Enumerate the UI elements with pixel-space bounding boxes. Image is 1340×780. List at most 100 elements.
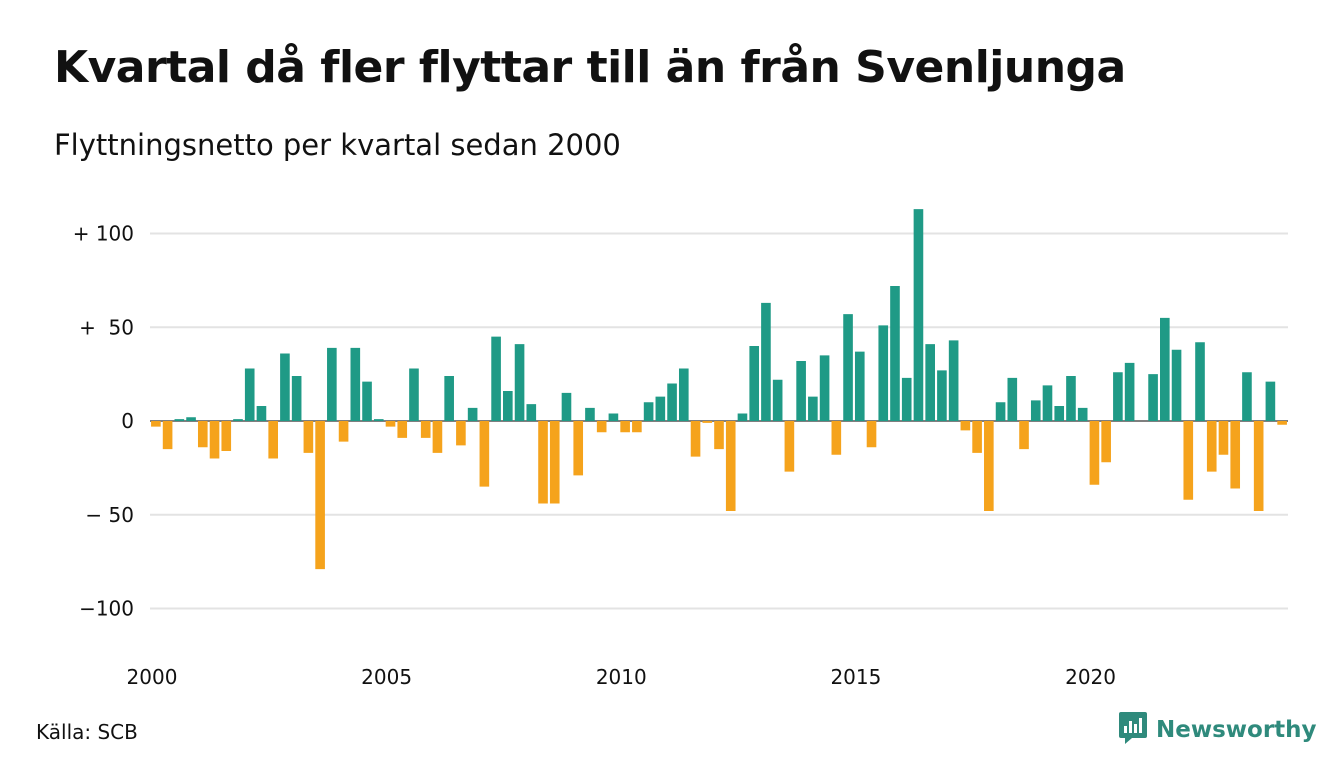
bar-2022-k3 xyxy=(1206,421,1217,472)
bar-2004-k1 xyxy=(338,421,349,442)
brand-name: Newsworthy xyxy=(1156,717,1317,743)
bar-2016-k3 xyxy=(925,344,935,422)
bar-2008-k1 xyxy=(526,404,537,422)
y-tick-label: + 50 xyxy=(79,315,134,339)
bar-2018-k2 xyxy=(1007,377,1018,422)
bar-2023-k4 xyxy=(1265,381,1276,422)
bar-2017-k2 xyxy=(960,421,971,431)
bar-2002-k3 xyxy=(268,421,278,459)
y-tick-label: 0 xyxy=(121,409,134,433)
bar-2014-k4 xyxy=(843,314,853,422)
y-axis-ticks: + 100 + 50 0 − 50 −100 xyxy=(73,222,134,621)
bar-2019-k2 xyxy=(1054,406,1065,421)
bar-2021-k2 xyxy=(1148,374,1158,422)
x-tick-label: 2005 xyxy=(361,665,412,689)
x-tick-label: 2000 xyxy=(127,665,178,689)
bar-2007-k3 xyxy=(503,391,513,421)
bar-2008-k4 xyxy=(561,392,572,422)
source-note: Källa: SCB xyxy=(36,720,138,744)
bar-2001-k4 xyxy=(233,419,243,422)
bar-2012-k1 xyxy=(714,421,724,450)
bar-2010-k3 xyxy=(643,402,654,421)
bar-2011-k2 xyxy=(678,368,689,421)
bar-2010-k4 xyxy=(655,396,666,422)
bar-2022-k2 xyxy=(1195,342,1205,421)
bar-2022-k1 xyxy=(1183,421,1194,500)
bar-2012-k3 xyxy=(737,413,748,421)
bar-2007-k1 xyxy=(479,421,490,487)
bar-2006-k4 xyxy=(467,407,478,422)
bar-2015-k4 xyxy=(890,286,900,421)
bar-2013-k1 xyxy=(761,302,771,422)
bar-2012-k2 xyxy=(725,421,736,511)
brand-logo[interactable]: Newsworthy xyxy=(1118,712,1317,748)
bar-2017-k4 xyxy=(984,421,994,511)
bar-2010-k2 xyxy=(632,421,642,433)
chart-title: Kvartal då fler flyttar till än från Sve… xyxy=(54,42,1126,93)
bar-2012-k4 xyxy=(749,346,760,421)
bar-2011-k1 xyxy=(667,383,677,421)
y-tick-label: + 100 xyxy=(73,222,134,246)
bar-2000-k3 xyxy=(174,419,185,422)
bar-2005-k1 xyxy=(385,421,396,427)
x-tick-label: 2015 xyxy=(830,665,881,689)
bar-2023-k2 xyxy=(1242,372,1252,421)
bar-2018-k1 xyxy=(995,402,1006,421)
bar-2018-k4 xyxy=(1030,400,1041,422)
bar-2000-k4 xyxy=(186,417,196,421)
bar-2014-k2 xyxy=(819,355,830,422)
bar-2016-k4 xyxy=(937,370,947,422)
bar-2004-k3 xyxy=(362,381,372,422)
bar-2015-k3 xyxy=(878,325,889,422)
bar-2021-k3 xyxy=(1160,317,1170,422)
chart-subtitle: Flyttningsnetto per kvartal sedan 2000 xyxy=(54,128,621,162)
bar-2010-k1 xyxy=(620,421,630,433)
bar-2023-k1 xyxy=(1230,421,1241,489)
bar-2001-k3 xyxy=(221,421,232,451)
bar-2000-k2 xyxy=(162,421,173,450)
bar-2006-k1 xyxy=(432,421,443,453)
bar-2009-k3 xyxy=(596,421,607,433)
bar-2004-k2 xyxy=(350,347,361,422)
bar-2022-k4 xyxy=(1218,421,1229,455)
bar-2003-k1 xyxy=(291,376,302,421)
bar-2015-k1 xyxy=(854,351,865,422)
bar-2017-k3 xyxy=(972,421,982,453)
bar-2007-k2 xyxy=(491,336,501,422)
bar-2003-k4 xyxy=(327,347,337,422)
bar-2018-k3 xyxy=(1019,421,1029,450)
bar-chart: + 100 + 50 0 − 50 −100 2000 2005 2010 2015 2020 xyxy=(73,209,1288,689)
bar-2016-k2 xyxy=(913,209,924,422)
x-tick-label: 2020 xyxy=(1065,665,1116,689)
bar-2001-k1 xyxy=(197,421,208,448)
bar-2009-k1 xyxy=(573,421,584,476)
x-axis-ticks: 2000 2005 2010 2015 2020 xyxy=(127,665,1116,689)
bar-2019-k1 xyxy=(1042,385,1053,422)
bar-2001-k2 xyxy=(209,421,220,459)
y-tick-label: − 50 xyxy=(85,503,134,527)
bar-2021-k4 xyxy=(1171,349,1182,421)
bar-2005-k2 xyxy=(397,421,408,438)
bar-2002-k1 xyxy=(244,368,255,421)
bar-2006-k3 xyxy=(456,421,466,446)
bar-2007-k4 xyxy=(514,344,525,422)
chart-bars xyxy=(151,209,1287,570)
bar-2014-k3 xyxy=(831,421,842,455)
bar-2015-k2 xyxy=(866,421,877,448)
bar-2011-k4 xyxy=(702,421,713,423)
y-tick-label: −100 xyxy=(79,597,134,621)
bar-2006-k2 xyxy=(444,376,454,421)
bar-2020-k3 xyxy=(1113,372,1123,421)
bar-2008-k3 xyxy=(549,421,560,504)
bar-2020-k4 xyxy=(1124,362,1135,422)
bar-2020-k1 xyxy=(1089,421,1100,485)
bar-2013-k4 xyxy=(796,361,806,421)
bar-2002-k4 xyxy=(280,353,290,421)
bar-2011-k3 xyxy=(690,421,701,457)
bar-2005-k3 xyxy=(409,368,419,421)
bar-2008-k2 xyxy=(538,421,548,504)
bar-2023-k3 xyxy=(1253,421,1264,511)
bar-2009-k4 xyxy=(608,413,619,421)
bar-2019-k3 xyxy=(1066,376,1076,421)
bar-2005-k4 xyxy=(420,421,431,438)
